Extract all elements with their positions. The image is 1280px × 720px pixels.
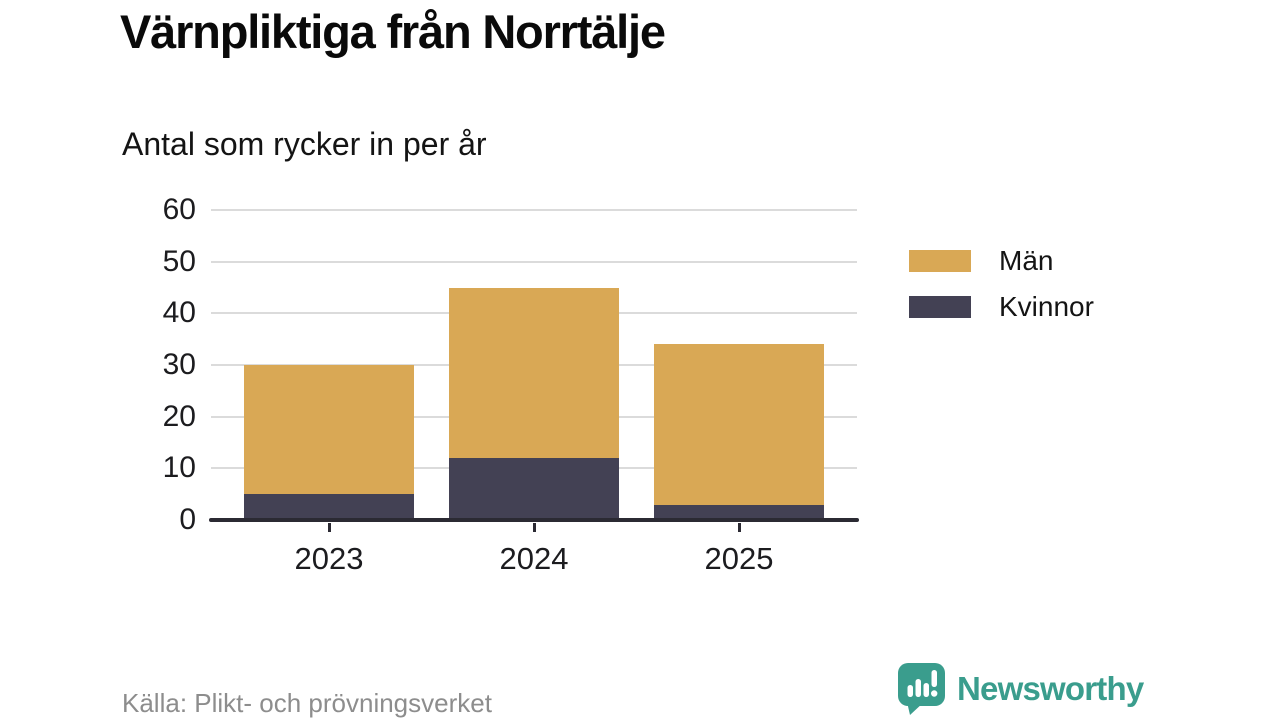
- y-tick-label: 40: [162, 296, 196, 330]
- x-axis-labels: 2023 2024 2025: [211, 541, 857, 579]
- newsworthy-logo[interactable]: Newsworthy: [897, 662, 1144, 716]
- x-axis-line: [209, 518, 859, 522]
- plot-area: [211, 209, 857, 520]
- legend-item-men: Män: [909, 245, 1094, 277]
- legend-item-women: Kvinnor: [909, 291, 1094, 323]
- x-tick-label: 2024: [499, 541, 569, 576]
- legend: Män Kvinnor: [909, 245, 1094, 337]
- bar-segment-2025-Män: [654, 344, 824, 505]
- x-tick-label: 2023: [294, 541, 364, 576]
- x-tick: [737, 523, 741, 532]
- bar-segment-2023-Män: [244, 365, 414, 495]
- y-tick-label: 60: [162, 193, 196, 226]
- bar-segment-2024-Kvinnor: [449, 458, 619, 520]
- legend-swatch: [909, 250, 971, 272]
- y-tick-label: 10: [162, 451, 196, 485]
- y-tick-label: 50: [162, 244, 196, 278]
- legend-label-men: Män: [999, 245, 1054, 276]
- legend-swatch: [909, 296, 971, 318]
- legend-label-women: Kvinnor: [999, 291, 1094, 322]
- x-tick-label: 2025: [704, 541, 774, 576]
- bar-segment-2025-Kvinnor: [654, 504, 824, 520]
- y-tick-label: 20: [162, 399, 196, 433]
- chart-subtitle: Antal som rycker in per år: [122, 126, 487, 162]
- x-ticks: [211, 523, 857, 533]
- y-tick-label: 30: [162, 348, 196, 381]
- bar-segment-2024-Män: [449, 287, 619, 458]
- gridline: [211, 209, 857, 211]
- gridline: [211, 260, 857, 263]
- x-tick: [327, 523, 331, 532]
- newsworthy-logo-text: Newsworthy: [957, 670, 1144, 707]
- newsworthy-speech-bubble-icon: [898, 663, 945, 715]
- bar-segment-2023-Kvinnor: [244, 494, 414, 520]
- chart-title: Värnpliktiga från Norrtälje: [120, 5, 666, 58]
- x-tick: [532, 523, 536, 532]
- y-axis-labels: 0 10 20 30 40 50 60: [95, 194, 196, 536]
- source-note: Källa: Plikt- och prövningsverket: [122, 688, 492, 718]
- y-tick-label: 0: [179, 503, 196, 536]
